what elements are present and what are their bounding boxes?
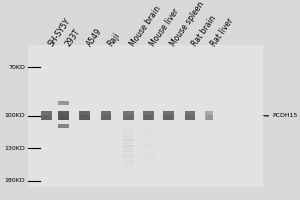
Bar (143, 134, 154, 136)
Bar (143, 152, 154, 153)
Bar (143, 141, 154, 142)
FancyBboxPatch shape (101, 115, 111, 120)
Bar (143, 163, 154, 164)
FancyBboxPatch shape (185, 115, 195, 120)
Bar (143, 137, 154, 138)
FancyBboxPatch shape (144, 115, 153, 120)
Bar (143, 143, 154, 145)
Text: A549: A549 (85, 27, 104, 48)
Bar (123, 158, 134, 159)
Bar (123, 166, 134, 168)
Text: 130KD: 130KD (5, 146, 26, 151)
Bar (143, 139, 154, 140)
Text: PCDH15: PCDH15 (273, 113, 298, 118)
FancyBboxPatch shape (28, 45, 263, 187)
FancyBboxPatch shape (42, 115, 52, 120)
Bar (143, 156, 154, 158)
Bar (143, 148, 154, 149)
Text: Raji: Raji (106, 31, 122, 48)
Bar (143, 159, 154, 160)
Text: 100KD: 100KD (5, 113, 26, 118)
Text: 293T: 293T (64, 27, 82, 48)
Bar (123, 148, 134, 149)
Text: —: — (262, 113, 267, 118)
Bar (123, 124, 134, 126)
Bar (123, 139, 134, 141)
FancyBboxPatch shape (164, 115, 173, 120)
Bar (123, 123, 134, 124)
Bar (123, 131, 134, 132)
Bar (123, 133, 134, 134)
Bar (143, 123, 154, 125)
Bar (123, 145, 134, 146)
Bar (143, 130, 154, 131)
FancyBboxPatch shape (58, 124, 69, 128)
Bar (123, 155, 134, 156)
Bar (123, 143, 134, 144)
Bar (123, 163, 134, 164)
FancyBboxPatch shape (206, 115, 213, 120)
Text: 70KD: 70KD (9, 65, 26, 70)
Text: SH-SY5Y: SH-SY5Y (47, 17, 73, 48)
Text: Mouse liver: Mouse liver (148, 7, 181, 48)
FancyBboxPatch shape (101, 111, 111, 120)
Bar (123, 160, 134, 161)
Text: Rat brain: Rat brain (190, 14, 218, 48)
Text: Mouse spleen: Mouse spleen (168, 0, 206, 48)
Bar (123, 126, 134, 127)
Bar (143, 128, 154, 129)
Bar (123, 150, 134, 151)
Bar (123, 168, 134, 169)
FancyBboxPatch shape (59, 115, 68, 120)
Bar (123, 146, 134, 147)
Bar (143, 126, 154, 127)
Bar (143, 150, 154, 151)
Bar (123, 136, 134, 137)
Text: 180KD: 180KD (5, 178, 26, 183)
FancyBboxPatch shape (184, 111, 195, 120)
FancyBboxPatch shape (80, 115, 90, 120)
FancyBboxPatch shape (58, 111, 69, 120)
Bar (143, 121, 154, 122)
FancyBboxPatch shape (41, 111, 52, 120)
FancyBboxPatch shape (143, 111, 154, 120)
Bar (143, 154, 154, 156)
Bar (123, 141, 134, 142)
Bar (123, 128, 134, 129)
Bar (123, 129, 134, 131)
Text: Mouse brain: Mouse brain (129, 5, 163, 48)
Bar (123, 151, 134, 152)
Bar (123, 138, 134, 139)
FancyBboxPatch shape (205, 111, 213, 120)
Bar (123, 156, 134, 158)
FancyBboxPatch shape (123, 111, 134, 120)
Bar (143, 145, 154, 147)
FancyBboxPatch shape (58, 101, 69, 105)
Text: Rat liver: Rat liver (209, 17, 235, 48)
FancyBboxPatch shape (163, 111, 174, 120)
Bar (123, 134, 134, 136)
Bar (123, 121, 134, 122)
FancyBboxPatch shape (124, 115, 134, 120)
Bar (123, 153, 134, 154)
Bar (143, 161, 154, 162)
Bar (123, 170, 134, 171)
Bar (143, 132, 154, 133)
Bar (123, 161, 134, 163)
FancyBboxPatch shape (80, 111, 90, 120)
Bar (123, 165, 134, 166)
